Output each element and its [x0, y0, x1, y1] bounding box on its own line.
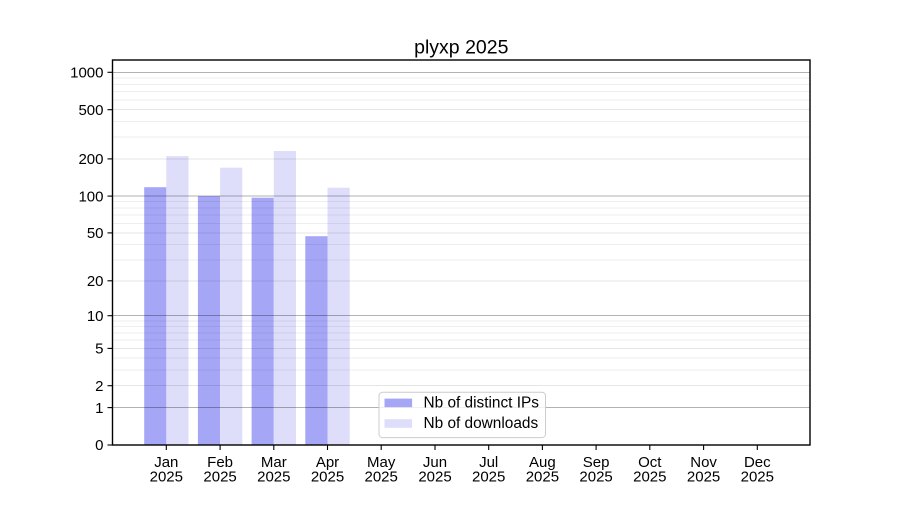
svg-text:20: 20 — [87, 273, 104, 290]
svg-text:Dec: Dec — [744, 454, 771, 471]
svg-text:Feb: Feb — [207, 454, 233, 471]
svg-text:Jun: Jun — [423, 454, 447, 471]
svg-text:100: 100 — [78, 188, 103, 205]
svg-text:Jul: Jul — [479, 454, 498, 471]
svg-text:0: 0 — [95, 437, 103, 454]
svg-text:plyxp 2025: plyxp 2025 — [414, 36, 508, 58]
svg-text:Nov: Nov — [690, 454, 717, 471]
svg-text:2025: 2025 — [526, 469, 559, 486]
svg-text:2025: 2025 — [472, 469, 505, 486]
svg-text:2025: 2025 — [257, 469, 290, 486]
svg-text:2025: 2025 — [633, 469, 666, 486]
svg-text:2025: 2025 — [579, 469, 612, 486]
svg-text:Nb of downloads: Nb of downloads — [424, 415, 539, 432]
svg-text:May: May — [367, 454, 396, 471]
svg-text:2025: 2025 — [203, 469, 236, 486]
svg-text:5: 5 — [95, 341, 103, 358]
svg-text:50: 50 — [87, 225, 104, 242]
svg-text:Apr: Apr — [316, 454, 339, 471]
svg-text:2025: 2025 — [365, 469, 398, 486]
svg-text:Mar: Mar — [261, 454, 287, 471]
svg-text:Oct: Oct — [638, 454, 662, 471]
svg-text:Sep: Sep — [583, 454, 610, 471]
svg-text:10: 10 — [87, 308, 104, 325]
svg-text:2025: 2025 — [418, 469, 451, 486]
svg-text:2025: 2025 — [741, 469, 774, 486]
svg-text:2025: 2025 — [150, 469, 183, 486]
svg-text:Nb of distinct IPs: Nb of distinct IPs — [424, 395, 540, 412]
svg-text:1000: 1000 — [70, 65, 103, 82]
svg-text:1: 1 — [95, 400, 103, 417]
svg-text:500: 500 — [78, 102, 103, 119]
svg-text:Aug: Aug — [529, 454, 556, 471]
svg-text:2: 2 — [95, 378, 103, 395]
svg-text:200: 200 — [78, 151, 103, 168]
svg-text:Jan: Jan — [154, 454, 178, 471]
svg-text:2025: 2025 — [687, 469, 720, 486]
svg-text:2025: 2025 — [311, 469, 344, 486]
